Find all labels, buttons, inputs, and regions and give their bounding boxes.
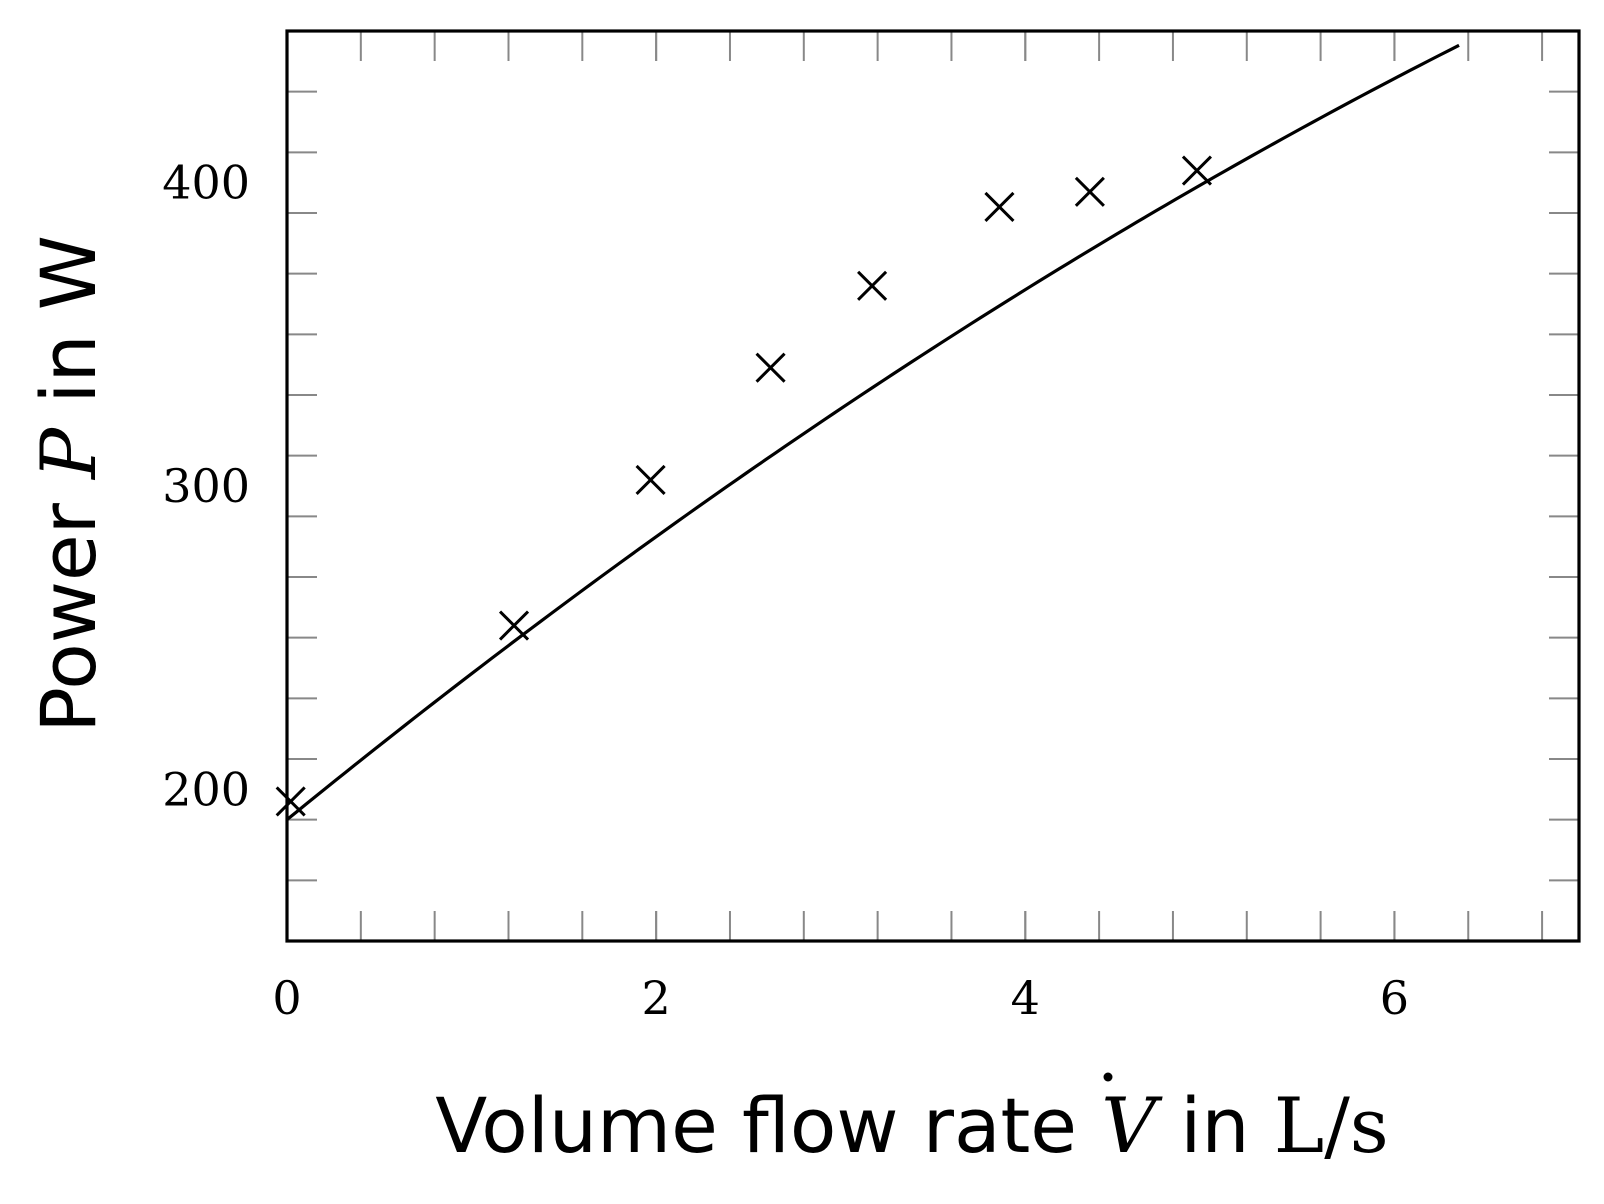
data-point-marker [275,786,306,817]
data-point-marker [755,352,786,383]
marker-stroke [635,464,666,495]
data-point-marker [1074,176,1105,207]
marker-stroke [857,270,888,301]
y-tick-label: 400 [162,156,250,210]
y-axis-title-suffix: in W [24,235,113,428]
data-point-marker [984,191,1015,222]
data-point-marker [1181,155,1212,186]
x-tick-label: 2 [642,971,671,1025]
data-point-marker [635,464,666,495]
x-axis-title-symbol: V [1101,1081,1163,1170]
x-tick-label: 0 [272,971,301,1025]
x-tick-label: 4 [1011,971,1040,1025]
y-axis-title-prefix: Power [24,479,113,733]
minor-ticks [286,31,1579,941]
marker-stroke [755,352,786,383]
marker-stroke [498,610,530,641]
y-axis-title: Power P in W [24,235,113,733]
x-tick-label: 6 [1380,971,1409,1025]
x-axis-title-middle: in [1156,1081,1274,1170]
marker-stroke [984,191,1015,222]
y-tick-label: 200 [162,762,250,816]
x-axis-title: Volume flow rate V in L/s [435,1081,1389,1170]
marker-stroke [1074,176,1105,207]
plot-frame [285,29,1581,943]
x-axis-title-prefix: Volume flow rate [435,1081,1101,1170]
x-axis-title-dot [1103,1072,1113,1082]
y-tick-label: 300 [162,459,250,513]
y-tick-labels: 200 300 400 [162,156,250,817]
x-axis-title-unit: L/s [1274,1081,1389,1170]
marker-stroke [275,786,306,817]
data-markers [275,155,1212,817]
data-point-marker [857,270,888,301]
data-point-marker [498,610,530,641]
marker-stroke [1181,155,1212,186]
x-tick-labels: 0 2 4 6 [272,971,1409,1025]
y-axis-title-symbol: P [24,426,113,481]
fit-curve [285,43,1460,821]
